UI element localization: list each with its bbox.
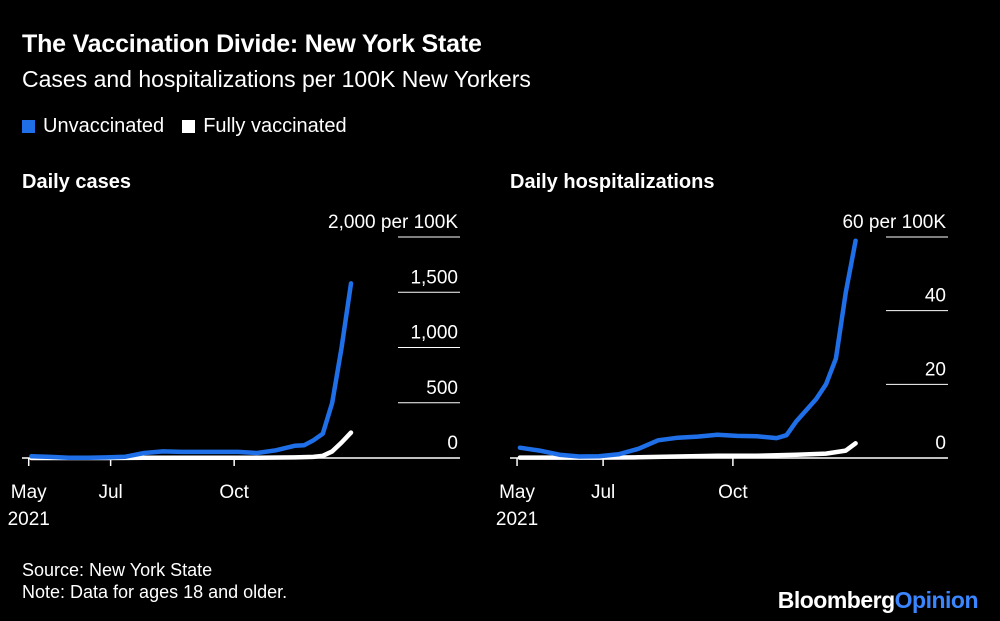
source-note: Source: New York State Note: Data for ag…: [22, 559, 287, 603]
x-tick-label: Jul: [98, 482, 122, 503]
logo-opinion: Opinion: [894, 587, 979, 613]
legend-label-vaccinated: Fully vaccinated: [203, 115, 347, 137]
x-tick-label-year: 2021: [8, 509, 50, 530]
legend-item-unvaccinated: Unvaccinated: [22, 115, 164, 138]
legend-swatch-unvaccinated: [22, 120, 35, 133]
panel-daily-hospitalizations: 60 per 100K 40 20 0 May 2021 Jul Oct: [496, 212, 948, 530]
y-tick-label: 500: [426, 378, 458, 399]
y-tick-label: 20: [925, 359, 946, 380]
chart-subtitle: Cases and hospitalizations per 100K New …: [22, 66, 531, 92]
y-tick-label: 40: [925, 286, 946, 307]
y-tick-label: 1,000: [410, 323, 458, 344]
chart-title: The Vaccination Divide: New York State: [22, 30, 482, 58]
source-line: Source: New York State: [22, 560, 213, 580]
legend-item-vaccinated: Fully vaccinated: [182, 115, 347, 138]
panel-title-cases: Daily cases: [22, 171, 131, 193]
series-line-unvaccinated: [29, 281, 354, 460]
panel-daily-cases: 2,000 per 100K 1,500 1,000 500 0 May 2021 Jul Oc…: [8, 212, 460, 530]
logo-bloomberg: Bloomberg: [777, 587, 895, 613]
y-tick-label: 60 per 100K: [842, 212, 946, 233]
bloomberg-opinion-logo: BloombergOpinion: [777, 587, 979, 614]
x-tick-label: Oct: [219, 482, 249, 503]
y-tick-label: 2,000 per 100K: [328, 212, 458, 233]
x-tick-label: Oct: [718, 482, 748, 503]
panel-title-hospitalizations: Daily hospitalizations: [510, 171, 715, 193]
y-tick-label: 0: [935, 433, 946, 454]
x-tick-label-year: 2021: [496, 509, 538, 530]
y-tick-label: 1,500: [410, 267, 458, 288]
x-tick-label: Jul: [591, 482, 615, 503]
x-tick-label: May: [11, 482, 47, 503]
legend: Unvaccinated Fully vaccinated: [22, 115, 365, 138]
legend-swatch-vaccinated: [182, 120, 196, 133]
y-tick-label: 0: [447, 433, 458, 454]
note-line: Note: Data for ages 18 and older.: [22, 582, 288, 602]
series-line-unvaccinated: [517, 238, 858, 459]
legend-label-unvaccinated: Unvaccinated: [43, 115, 165, 137]
x-tick-label: May: [499, 482, 535, 503]
